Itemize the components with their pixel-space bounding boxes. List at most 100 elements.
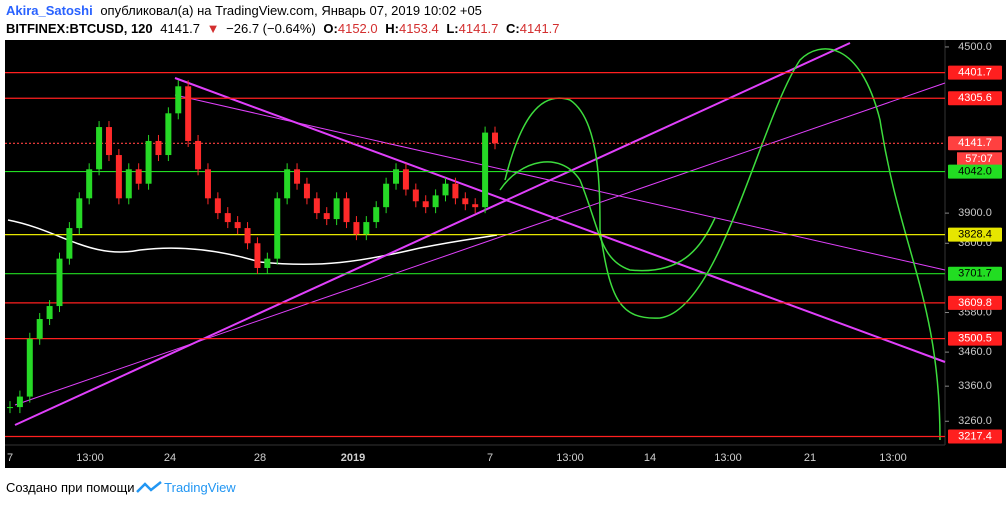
- level-label: 4141.7: [958, 137, 992, 149]
- candle-body: [16, 396, 23, 408]
- header-line-2: BITFINEX:BTCUSD, 120 4141.7 ▼ −26.7 (−0.…: [6, 21, 560, 36]
- x-tick-label: 13:00: [714, 452, 742, 464]
- candle-body: [353, 222, 360, 235]
- footer: Создано при помощи TradingView: [6, 480, 236, 495]
- candle-body: [135, 169, 142, 184]
- candle-body: [214, 198, 221, 214]
- candle-body: [274, 198, 281, 259]
- x-tick-label: 13:00: [879, 452, 907, 464]
- candle-body: [432, 195, 439, 208]
- countdown-box: [957, 152, 1002, 167]
- level-label-box: [948, 227, 1002, 242]
- x-tick-label: 7: [7, 452, 13, 464]
- x-tick-label: 2019: [341, 452, 365, 464]
- published: опубликовал(а) на TradingView.com, Январ…: [100, 3, 482, 18]
- candle-body: [76, 198, 83, 229]
- brand-icon: [136, 481, 162, 493]
- candle-body: [56, 258, 63, 307]
- level-label: 3500.5: [958, 333, 992, 345]
- chart-background: [5, 40, 1006, 468]
- trend-line: [174, 77, 946, 363]
- trend-line: [14, 82, 946, 406]
- projection-curve: [504, 48, 941, 441]
- x-tick-label: 7: [487, 452, 493, 464]
- y-tick-label: 3900.0: [958, 207, 992, 219]
- y-tick-label: 3360.0: [958, 380, 992, 392]
- candle-body: [204, 169, 211, 199]
- level-label: 4305.6: [958, 92, 992, 104]
- ohlc-label: H:: [385, 21, 399, 36]
- candle-body: [26, 338, 33, 397]
- candle-body: [294, 169, 301, 184]
- candle-body: [224, 213, 231, 223]
- candle-body: [36, 319, 43, 339]
- candle-body: [244, 228, 251, 244]
- drawings: [7, 42, 946, 441]
- x-tick-label: 14: [644, 452, 656, 464]
- trend-line: [174, 94, 946, 271]
- candle-body: [462, 198, 469, 205]
- x-tick-label: 24: [164, 452, 176, 464]
- candle-body: [254, 243, 261, 268]
- candle-body: [96, 127, 103, 170]
- author: Akira_Satoshi: [6, 3, 93, 18]
- candle-body: [105, 127, 112, 156]
- x-tick-label: 21: [804, 452, 816, 464]
- y-tick-label: 3260.0: [958, 415, 992, 427]
- level-label-box: [948, 429, 1002, 444]
- level-label-box: [948, 65, 1002, 80]
- footer-brand[interactable]: TradingView: [164, 480, 236, 495]
- candle-body: [284, 169, 291, 199]
- change: −26.7 (−0.64%): [226, 21, 316, 36]
- y-tick-label: 4500.0: [958, 41, 992, 53]
- symbol: BITFINEX:BTCUSD, 120: [6, 21, 153, 36]
- candle-body: [234, 222, 241, 229]
- candle-body: [402, 169, 409, 190]
- candle-body: [313, 198, 320, 214]
- candle-body: [383, 183, 390, 208]
- level-label-box: [948, 136, 1002, 151]
- level-label: 4042.0: [958, 165, 992, 177]
- candle-body: [492, 132, 498, 144]
- projection-curve: [499, 161, 716, 272]
- candle-body: [442, 183, 449, 196]
- trend-line: [14, 42, 851, 426]
- candle-body: [323, 213, 330, 220]
- ohlc-label: O:: [323, 21, 337, 36]
- candle-body: [66, 228, 73, 259]
- candle-body: [125, 169, 132, 199]
- ohlc-value: 4153.4: [399, 21, 439, 36]
- candle-body: [115, 155, 122, 199]
- candle-body: [422, 201, 429, 208]
- candle-body: [363, 222, 370, 235]
- ohlc-value: 4152.0: [338, 21, 378, 36]
- candle-body: [165, 113, 172, 156]
- last-price: 4141.7: [160, 21, 200, 36]
- x-tick-label: 28: [254, 452, 266, 464]
- level-label-box: [948, 91, 1002, 106]
- footer-text: Создано при помощи: [6, 480, 135, 495]
- candle-body: [264, 258, 271, 268]
- countdown: 57:07: [965, 153, 993, 165]
- candle-body: [482, 132, 489, 208]
- candle-body: [7, 407, 13, 409]
- candle-body: [195, 140, 202, 170]
- level-label-box: [948, 164, 1002, 179]
- level-label: 3217.4: [958, 430, 992, 442]
- candle-body: [472, 204, 479, 208]
- x-tick-label: 13:00: [76, 452, 104, 464]
- change-arrow: ▼: [207, 21, 220, 36]
- y-tick-label: 3460.0: [958, 346, 992, 358]
- level-label: 3701.7: [958, 268, 992, 280]
- candle-body: [86, 169, 93, 199]
- candle-body: [373, 207, 380, 223]
- level-label: 4401.7: [958, 66, 992, 78]
- ohlc-label: C:: [506, 21, 520, 36]
- level-label: 3609.8: [958, 297, 992, 309]
- level-label-box: [948, 295, 1002, 310]
- candle-body: [393, 169, 400, 184]
- header-line-1: Akira_Satoshi опубликовал(а) на TradingV…: [6, 3, 482, 18]
- candle-body: [145, 140, 152, 184]
- level-label-box: [948, 266, 1002, 281]
